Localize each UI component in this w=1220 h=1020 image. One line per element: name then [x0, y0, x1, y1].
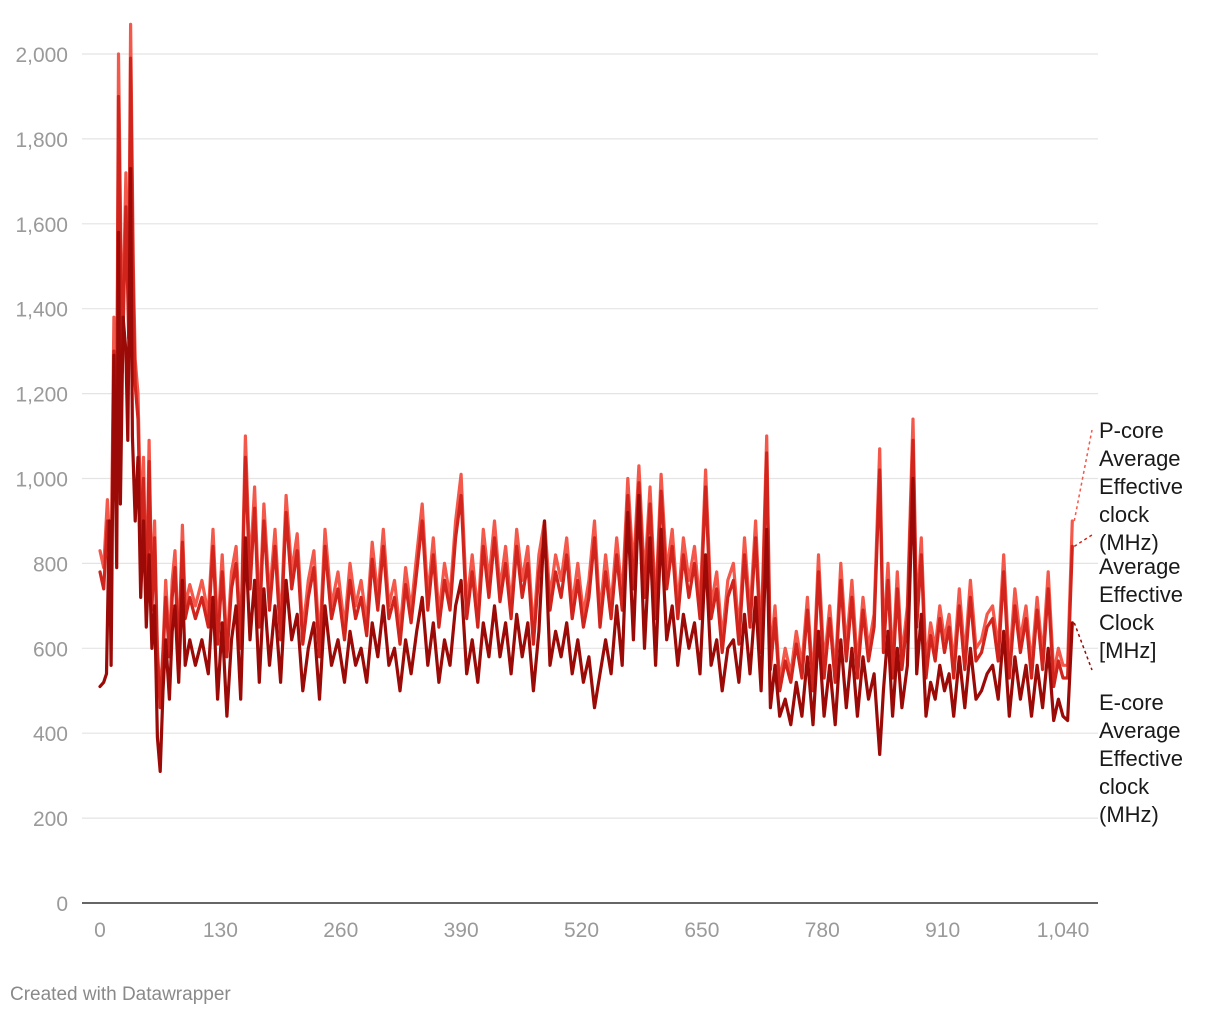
- series-line-average: [98, 56, 1074, 710]
- y-tick-0: 0: [56, 893, 68, 916]
- series-label-p-core: P-core Average Effective clock (MHz): [1099, 418, 1189, 555]
- x-axis-tick-labels: 0 130 260 390 520 650 780 910 1,040: [94, 919, 1089, 942]
- y-tick-1200: 1,200: [15, 384, 68, 407]
- y-tick-200: 200: [33, 808, 68, 831]
- x-tick-910: 910: [925, 919, 960, 942]
- x-tick-0: 0: [94, 919, 106, 942]
- y-tick-600: 600: [33, 638, 68, 661]
- x-tick-260: 260: [323, 919, 358, 942]
- series-label-average: Average Effective Clock [MHz]: [1099, 554, 1189, 663]
- x-tick-520: 520: [564, 919, 599, 942]
- connector-p-core: [1073, 429, 1093, 522]
- credit-text: Created with Datawrapper: [10, 984, 231, 1005]
- y-tick-400: 400: [33, 723, 68, 746]
- y-tick-1000: 1,000: [15, 469, 68, 492]
- y-tick-800: 800: [33, 553, 68, 576]
- series-label-e-core: E-core Average Effective clock (MHz): [1099, 690, 1189, 827]
- y-tick-2000: 2,000: [15, 44, 68, 67]
- x-tick-780: 780: [805, 919, 840, 942]
- series-lines: [98, 22, 1074, 773]
- y-tick-1800: 1,800: [15, 129, 68, 152]
- y-axis-tick-labels: 0 200 400 600 800 1,000 1,200 1,400 1,600 1,800 2,…: [15, 44, 68, 916]
- series-line-e-core: [98, 167, 1074, 773]
- series-line-p-core: [98, 22, 1074, 701]
- x-tick-650: 650: [684, 919, 719, 942]
- y-tick-1400: 1,400: [15, 299, 68, 322]
- x-tick-390: 390: [444, 919, 479, 942]
- connector-e-core: [1073, 622, 1093, 671]
- y-tick-1600: 1,600: [15, 214, 68, 237]
- x-tick-1040: 1,040: [1037, 919, 1090, 942]
- x-tick-130: 130: [203, 919, 238, 942]
- connector-average: [1073, 534, 1093, 548]
- grid-lines: [82, 53, 1098, 819]
- label-connectors: [1073, 429, 1093, 671]
